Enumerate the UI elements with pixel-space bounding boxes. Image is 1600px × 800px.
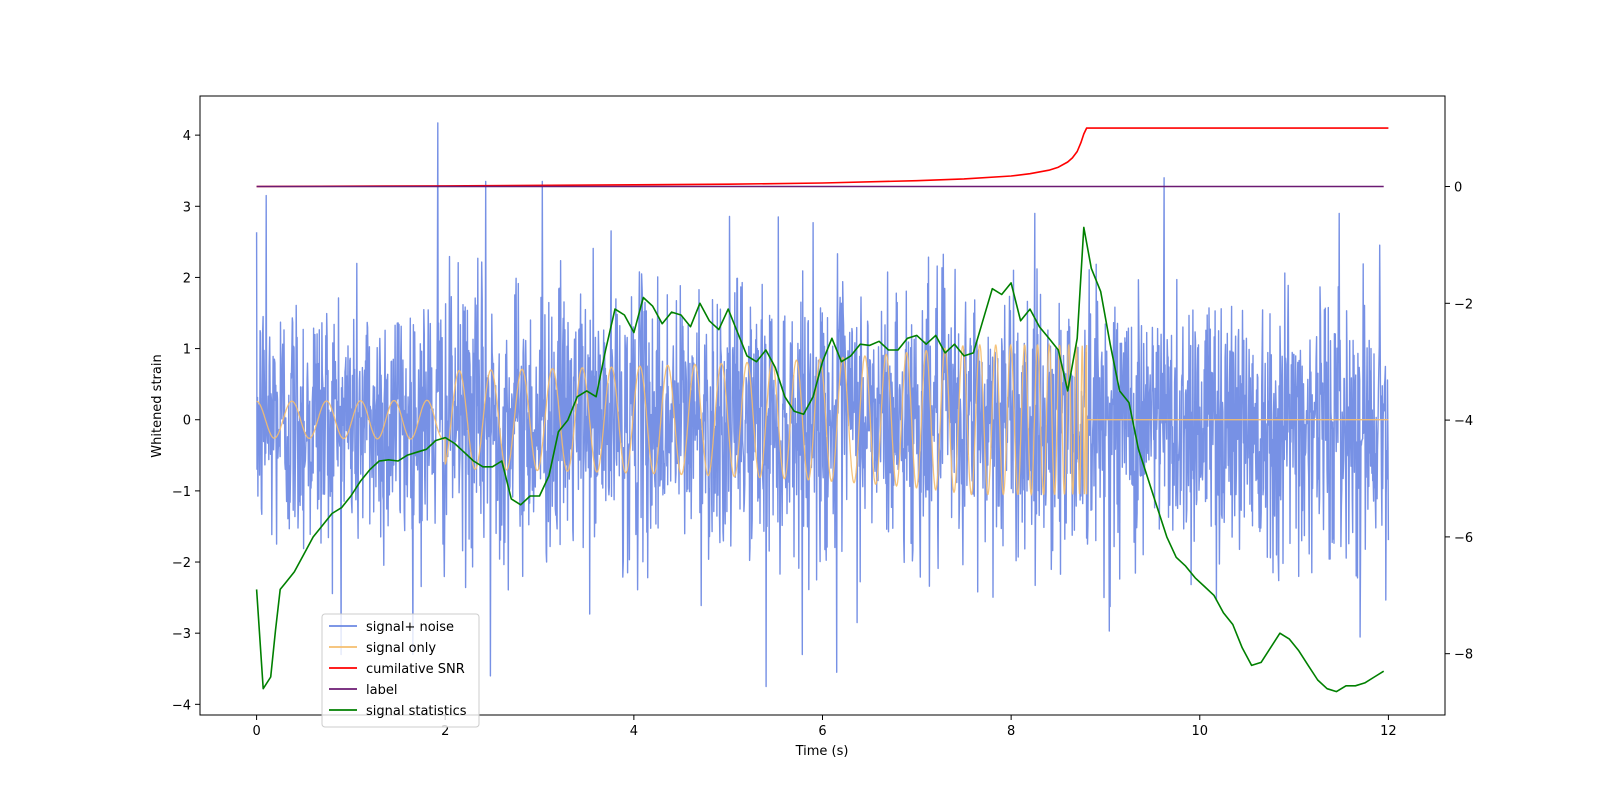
x-tick-label: 0 xyxy=(252,724,260,739)
legend-frame xyxy=(321,613,480,728)
x-tick-label: 8 xyxy=(1007,724,1015,739)
legend: signal+ noise signal only cumilative SNR la… xyxy=(321,613,480,728)
legend-label: cumilative SNR xyxy=(366,662,465,677)
y2-tick-label: −8 xyxy=(1454,648,1473,663)
legend-label: signal+ noise xyxy=(366,620,454,635)
y-tick-label: 1 xyxy=(183,343,191,358)
y-tick-label: −3 xyxy=(172,627,191,642)
legend-label: signal only xyxy=(366,641,436,656)
y-axis-right: 0 −2 −4 −6 −8 xyxy=(1445,181,1473,663)
y2-tick-label: 0 xyxy=(1454,181,1462,196)
x-tick-label: 12 xyxy=(1380,724,1397,739)
y-tick-label: 3 xyxy=(183,200,191,215)
legend-label: label xyxy=(366,683,397,698)
y-axis-left: 4 3 2 1 0 −1 −2 −3 −4 xyxy=(172,129,200,713)
series-cumilative-snr xyxy=(256,127,1389,188)
y2-tick-label: −2 xyxy=(1454,297,1473,312)
y-tick-label: 4 xyxy=(183,129,191,144)
y-tick-label: 2 xyxy=(183,271,191,286)
series-signal-noise xyxy=(255,122,1390,688)
y-tick-label: −1 xyxy=(172,485,191,500)
x-tick-label: 10 xyxy=(1191,724,1208,739)
y-axis-label: Whitened strain xyxy=(150,354,165,457)
series-signal-statistics xyxy=(255,226,1385,693)
x-tick-label: 4 xyxy=(630,724,638,739)
x-tick-label: 2 xyxy=(441,724,449,739)
legend-label: signal statistics xyxy=(366,704,467,719)
y2-tick-label: −6 xyxy=(1454,531,1473,546)
y-tick-label: 0 xyxy=(183,414,191,429)
y2-tick-label: −4 xyxy=(1454,414,1473,429)
x-tick-label: 6 xyxy=(818,724,826,739)
series-signal-only xyxy=(256,342,1389,497)
y-tick-label: −2 xyxy=(172,556,191,571)
plot-series xyxy=(255,122,1390,693)
y-tick-label: −4 xyxy=(172,698,191,713)
x-axis-label: Time (s) xyxy=(795,744,849,759)
